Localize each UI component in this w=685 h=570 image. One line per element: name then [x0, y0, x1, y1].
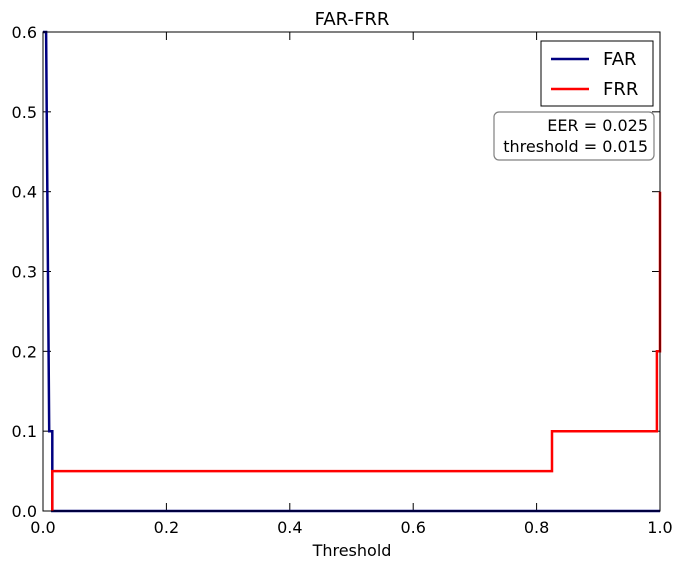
x-tick-label: 1.0 — [647, 518, 672, 537]
x-axis-label: Threshold — [312, 541, 392, 560]
y-tick-label: 0.3 — [12, 263, 37, 282]
annotation-line: EER = 0.025 — [547, 116, 648, 135]
plot-frame — [42, 31, 661, 512]
y-tick-label: 0.6 — [12, 23, 37, 42]
legend-label-far: FAR — [603, 49, 637, 70]
legend-box — [540, 40, 654, 107]
y-tick-label: 0.5 — [12, 103, 37, 122]
legend-label-frr: FRR — [603, 79, 638, 100]
x-tick-label: 0.8 — [524, 518, 549, 537]
x-tick-label: 0.4 — [277, 518, 302, 537]
annotation-box — [493, 111, 655, 161]
legend: FAR FRR — [540, 40, 654, 107]
annotation-line: threshold = 0.015 — [503, 137, 648, 156]
y-tick-label: 0.4 — [12, 183, 37, 202]
y-tick-label: 0.2 — [12, 342, 37, 361]
eer-annotation: EER = 0.025 threshold = 0.015 — [493, 111, 655, 161]
x-tick-label: 0.0 — [30, 518, 55, 537]
x-tick-label: 0.2 — [154, 518, 179, 537]
axis-ticks: 0.0 0.2 0.4 0.6 0.8 1.0 0.0 0.1 0.2 0.3 0.4 0.5 0.6 — [12, 23, 673, 537]
y-tick-label: 0.1 — [12, 422, 37, 441]
chart-title: FAR-FRR — [315, 9, 390, 30]
y-tick-label: 0.0 — [12, 502, 37, 521]
series-line-frr — [51, 191, 662, 511]
x-tick-label: 0.6 — [400, 518, 425, 537]
